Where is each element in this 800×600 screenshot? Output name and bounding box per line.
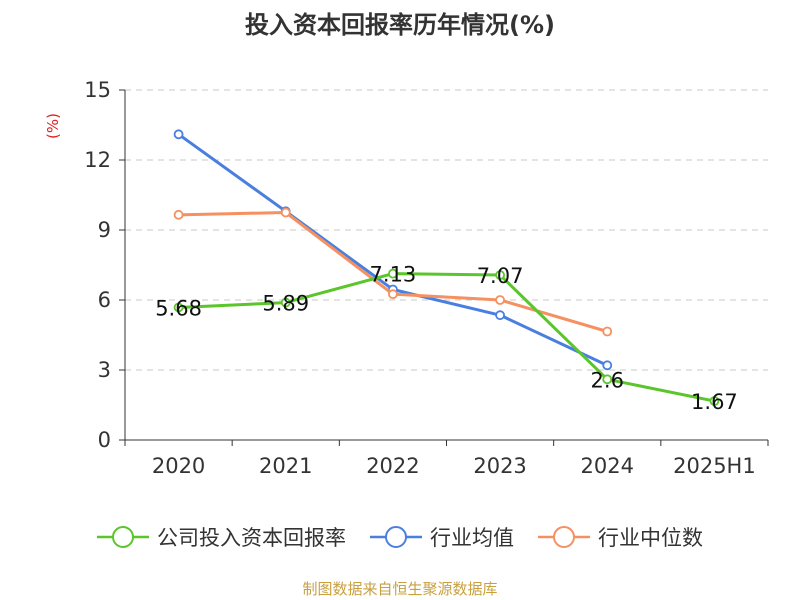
data-label: 1.67 — [691, 390, 738, 414]
series-2-point-4 — [602, 326, 613, 337]
series-line-1 — [177, 132, 609, 367]
legend-item-1[interactable]: 行业均值 — [370, 526, 514, 550]
y-axis-label: (%) — [44, 113, 62, 139]
chart-title: 投入资本回报率历年情况(%) — [245, 11, 555, 39]
y-tick-label: 12 — [84, 148, 111, 172]
axes: 0 3 6 9 12 15 2020 2021 2022 2023 2024 2025H1 — [84, 78, 769, 478]
series-2-point-2 — [388, 289, 398, 300]
series-1-point-0 — [173, 129, 184, 140]
legend-marker-icon — [385, 526, 407, 548]
legend-marker-icon — [553, 526, 575, 548]
legend-label: 公司投入资本回报率 — [157, 526, 346, 550]
y-tick-label: 0 — [98, 428, 111, 452]
series-2-point-0 — [173, 209, 184, 220]
source-note: 制图数据来自恒生聚源数据库 — [302, 580, 497, 598]
series-2-point-1 — [280, 207, 291, 218]
y-tick-label: 6 — [98, 288, 111, 312]
series-1-point-3 — [495, 310, 505, 321]
series-1-point-4 — [602, 360, 613, 371]
series-2-point-3 — [495, 295, 505, 305]
y-tick-label: 15 — [84, 78, 111, 102]
y-tick-label: 9 — [98, 218, 111, 242]
series-0-point-1 — [280, 297, 291, 308]
series-line-0 — [177, 272, 716, 403]
x-tick-label: 2020 — [152, 454, 205, 478]
x-tick-label: 2023 — [473, 454, 526, 478]
grid-lines — [125, 89, 768, 371]
data-label: 5.68 — [155, 296, 202, 320]
series-0-point-2 — [388, 268, 398, 279]
y-tick-label: 3 — [98, 358, 111, 382]
data-label: 5.89 — [262, 292, 309, 316]
x-tick-label: 2022 — [366, 454, 419, 478]
legend-marker-icon — [112, 526, 134, 548]
series-0-point-5 — [709, 396, 720, 406]
legend-label: 行业中位数 — [598, 526, 703, 550]
legend: 公司投入资本回报率 行业均值 行业中位数 — [97, 526, 703, 550]
data-label: 2.6 — [591, 368, 624, 392]
legend-item-2[interactable]: 行业中位数 — [538, 526, 703, 550]
x-tick-label: 2024 — [581, 454, 634, 478]
data-label: 7.13 — [370, 263, 417, 287]
x-tick-label: 2025H1 — [673, 454, 756, 478]
series-0-point-0 — [173, 302, 184, 313]
series-0-point-3 — [495, 270, 505, 280]
data-labels: 5.68 5.89 7.13 7.07 2.6 1.67 — [155, 263, 738, 414]
series-lines — [173, 129, 720, 406]
series-0-point-4 — [602, 374, 613, 385]
legend-label: 行业均值 — [430, 526, 514, 550]
x-tick-label: 2021 — [259, 454, 312, 478]
legend-item-0[interactable]: 公司投入资本回报率 — [97, 526, 346, 550]
data-label: 7.07 — [477, 264, 524, 288]
